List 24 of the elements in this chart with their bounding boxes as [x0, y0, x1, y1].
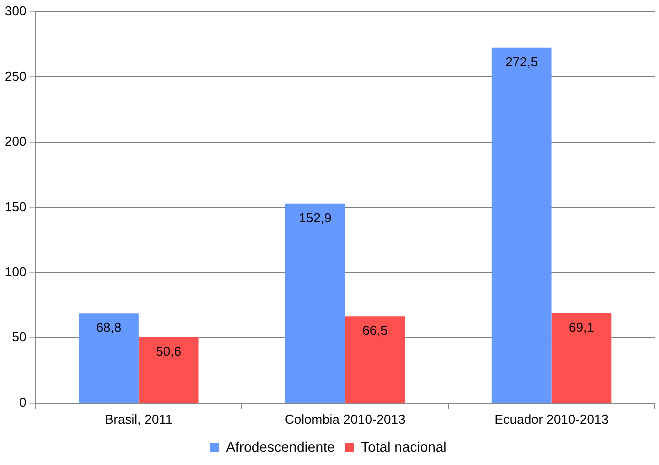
y-tick-label: 200 [4, 134, 27, 150]
x-tick-label: Brasil, 2011 [105, 412, 173, 427]
y-tick-label: 0 [19, 394, 27, 410]
y-tick-label: 300 [4, 4, 27, 19]
data-label: 66,5 [362, 323, 388, 338]
bar [79, 314, 139, 404]
data-label: 50,6 [156, 344, 182, 359]
x-tick-label: Ecuador 2010-2013 [494, 412, 609, 427]
y-tick-label: 250 [4, 68, 27, 84]
data-label: 152,9 [299, 210, 332, 226]
bar [492, 48, 552, 404]
bar [552, 313, 612, 404]
bar [285, 204, 346, 404]
bar [345, 316, 406, 404]
data-label: 69,1 [569, 320, 594, 335]
y-tick-label: 100 [4, 264, 27, 280]
y-tick-label: 50 [12, 330, 27, 345]
x-tick-label: Colombia 2010-2013 [284, 412, 406, 427]
data-label: 272,5 [506, 54, 538, 70]
y-tick-label: 150 [4, 199, 27, 214]
legend-label: Afrodescendiente [226, 438, 336, 455]
data-label: 68,8 [96, 320, 122, 336]
bar [138, 337, 199, 404]
legend-label: Total nacional [361, 438, 447, 455]
